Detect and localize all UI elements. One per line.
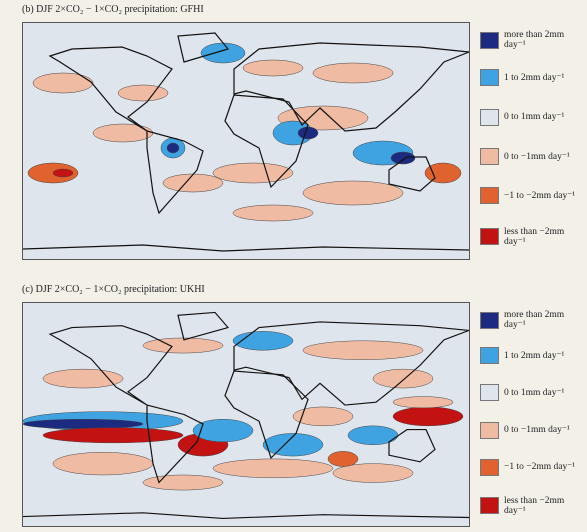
coastline (23, 244, 469, 252)
anomaly-region (372, 368, 434, 389)
legend-item: 0 to 1mm day⁻¹ (480, 108, 582, 126)
legend-item: −1 to −2mm day⁻¹ (480, 187, 582, 205)
anomaly-region (297, 126, 319, 140)
legend-item: 1 to 2mm day⁻¹ (480, 347, 582, 365)
anomaly-region (392, 406, 464, 427)
anomaly-region (42, 368, 124, 389)
legend-item: more than 2mm day⁻¹ (480, 310, 582, 330)
legend-swatch (480, 31, 499, 49)
legend-label: 0 to −1mm day⁻¹ (504, 425, 570, 435)
legend-swatch (480, 347, 499, 365)
anomaly-region (292, 406, 354, 427)
legend-item: −1 to −2mm day⁻¹ (480, 458, 582, 476)
legend-item: less than −2mm day⁻¹ (480, 496, 582, 516)
legend-label: 1 to 2mm day⁻¹ (504, 72, 565, 83)
coastline (388, 156, 436, 192)
coastline (177, 32, 230, 63)
legend-label: less than −2mm day⁻¹ (504, 226, 565, 247)
anomaly-region (312, 62, 394, 84)
map (22, 22, 470, 260)
coastline (388, 429, 436, 463)
legend-label: more than 2mm day⁻¹ (504, 30, 565, 50)
legend-label: less than −2mm day⁻¹ (504, 495, 565, 516)
anomaly-region (23, 418, 144, 429)
anomaly-region (142, 337, 224, 354)
panel-title: (c) DJF 2×CO₂ − 1×CO₂ precipitation: UKH… (22, 284, 205, 295)
legend-swatch (480, 148, 499, 165)
anomaly-region (52, 168, 74, 178)
legend-label: more than 2mm day⁻¹ (504, 310, 565, 330)
legend-swatch (480, 458, 499, 476)
anomaly-region (212, 162, 294, 184)
anomaly-region (92, 123, 154, 143)
legend-item: 1 to 2mm day⁻¹ (480, 69, 582, 87)
legend-swatch (480, 311, 499, 329)
anomaly-region (424, 162, 462, 184)
coastline (224, 370, 309, 460)
coastline (146, 404, 204, 484)
anomaly-region (117, 84, 169, 102)
legend-item: more than 2mm day⁻¹ (480, 30, 582, 50)
anomaly-region (347, 425, 399, 445)
anomaly-region (232, 204, 314, 222)
anomaly-region (52, 452, 154, 476)
legend-label: 0 to 1mm day⁻¹ (504, 387, 565, 398)
anomaly-region (242, 59, 304, 77)
legend-item: 0 to −1mm day⁻¹ (480, 421, 582, 439)
legend-item: 0 to −1mm day⁻¹ (480, 148, 582, 165)
anomaly-region (392, 396, 454, 409)
anomaly-region (302, 340, 424, 360)
legend-item: 0 to 1mm day⁻¹ (480, 384, 582, 402)
coastline (233, 42, 469, 132)
anomaly-region (302, 180, 404, 206)
legend-swatch (480, 497, 499, 515)
coastline (48, 46, 173, 132)
legend-label: 0 to −1mm day⁻¹ (504, 151, 570, 162)
legend-swatch (480, 421, 499, 439)
map (22, 302, 470, 527)
legend-swatch (480, 108, 499, 126)
legend-label: 1 to 2mm day⁻¹ (504, 350, 565, 361)
panel-title: (b) DJF 2×CO₂ − 1×CO₂ precipitation: GFH… (22, 4, 204, 15)
anomaly-region (162, 173, 224, 193)
legend-swatch (480, 187, 499, 205)
coastline (233, 321, 469, 406)
anomaly-region (166, 142, 180, 154)
legend-label: −1 to −2mm day⁻¹ (504, 190, 576, 201)
anomaly-region (327, 451, 359, 467)
anomaly-region (42, 427, 184, 444)
anomaly-region (212, 458, 334, 479)
coastline (224, 94, 309, 189)
coastline (146, 130, 204, 215)
coastline (23, 512, 469, 520)
anomaly-region (192, 418, 254, 443)
anomaly-region (200, 42, 246, 64)
legend-swatch (480, 228, 499, 246)
anomaly-region (332, 463, 414, 483)
legend-swatch (480, 69, 499, 87)
anomaly-region (32, 72, 94, 94)
coastline (177, 311, 230, 341)
legend-item: less than −2mm day⁻¹ (480, 227, 582, 247)
coastline (48, 325, 173, 406)
legend-label: 0 to 1mm day⁻¹ (504, 112, 565, 123)
anomaly-region (142, 474, 224, 491)
legend-label: −1 to −2mm day⁻¹ (504, 462, 576, 473)
anomaly-region (390, 151, 416, 165)
legend-swatch (480, 384, 499, 402)
